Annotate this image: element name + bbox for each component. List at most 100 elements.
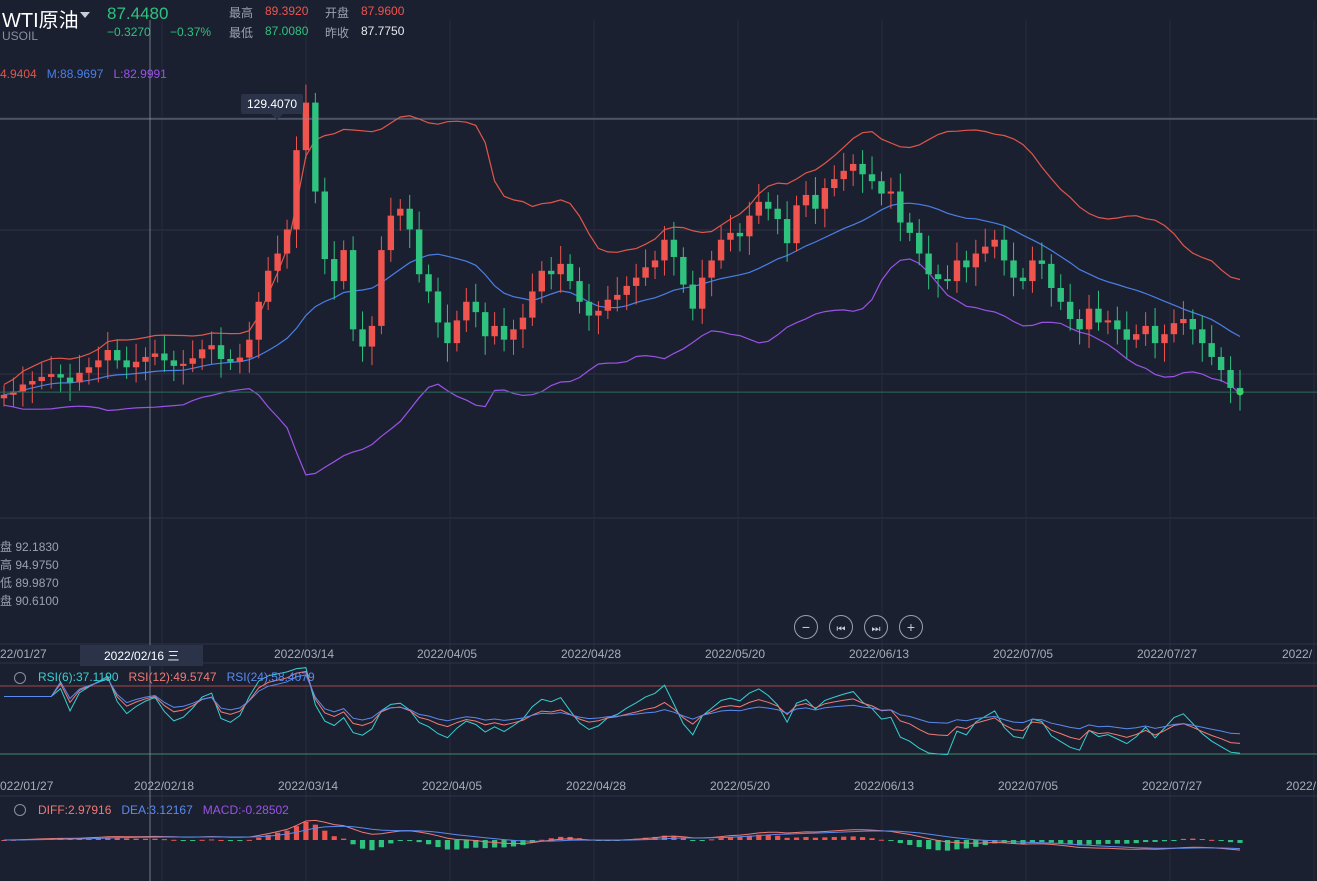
candle-body — [1000, 239, 1008, 261]
macd-bar — [246, 839, 252, 841]
macd-bar — [1048, 840, 1054, 843]
candle-body — [548, 270, 555, 275]
candle-body — [680, 256, 687, 285]
macd-bar — [765, 834, 771, 840]
scroll-end-button[interactable]: ⏭ — [864, 615, 888, 639]
macd-bar — [1077, 840, 1083, 846]
last-price-dot — [1236, 388, 1244, 396]
scroll-start-button[interactable]: ⏮ — [829, 615, 853, 639]
candle-body — [698, 277, 706, 309]
macd-bar — [284, 830, 290, 840]
candle-body — [19, 384, 27, 392]
candle-body — [434, 291, 442, 323]
candle-body — [208, 345, 215, 350]
candle-body — [1142, 325, 1149, 335]
hover-high: 高 94.9750 — [0, 558, 59, 572]
rsi-settings-icon[interactable] — [14, 672, 26, 684]
macd-bar — [161, 839, 167, 841]
rsi-date-tick: 2022/04/05 — [422, 779, 483, 793]
candle-body — [529, 291, 536, 318]
macd-bar — [105, 837, 111, 840]
macd-settings-icon[interactable] — [14, 804, 26, 816]
rsi-date-tick: 022/01/27 — [0, 779, 54, 793]
candle-body — [793, 205, 800, 244]
candle-body — [632, 277, 640, 286]
open-value: 87.9600 — [361, 4, 405, 18]
rsi12-value: RSI(12):49.5747 — [128, 670, 217, 684]
macd-bar — [463, 840, 469, 849]
macd-bar — [473, 840, 479, 848]
candle-body — [1038, 260, 1046, 264]
macd-bar — [1161, 840, 1168, 842]
candle-body — [283, 229, 291, 254]
candle-body — [604, 299, 612, 311]
macd-bar — [218, 839, 224, 841]
candle-body — [378, 250, 385, 326]
macd-bar — [265, 834, 271, 840]
candle-body — [463, 301, 470, 321]
macd-bar — [1039, 840, 1045, 843]
macd-bar — [227, 840, 234, 841]
main-date-tick: 2022/ — [1282, 647, 1313, 661]
macd-bar — [322, 830, 328, 840]
macd-bar — [1067, 840, 1073, 845]
candle-body — [991, 239, 998, 247]
prev-close-label: 昨收 — [325, 26, 350, 40]
candle-body — [1085, 308, 1093, 330]
plus-icon: + — [906, 619, 916, 635]
macd-panel — [1, 819, 1243, 851]
candle-body — [755, 201, 763, 216]
chevron-down-icon[interactable] — [80, 12, 90, 18]
candle-body — [123, 360, 130, 368]
candle-body — [415, 229, 423, 275]
candle-body — [765, 201, 772, 209]
candle-body — [972, 253, 980, 268]
macd-bar — [1199, 839, 1205, 841]
macd-bar — [416, 840, 422, 843]
candle-body — [264, 270, 272, 302]
macd-bar — [331, 836, 337, 840]
macd-bar — [709, 839, 715, 841]
zoom-out-button[interactable]: − — [794, 615, 818, 639]
macd-bar — [293, 826, 300, 840]
rsi-legend: RSI(6):37.1190 RSI(12):49.5747 RSI(24):5… — [38, 670, 315, 684]
macd-bar — [180, 840, 186, 841]
low-label: 最低 — [229, 26, 254, 40]
candle-body — [1104, 320, 1112, 323]
rsi-date-tick: 2022/07/27 — [1142, 779, 1203, 793]
macd-bar — [1133, 840, 1139, 844]
boll-legend: 4.9404 M:88.9697 L:82.9991 — [0, 67, 167, 81]
candle-body — [1029, 260, 1036, 282]
candle-body — [576, 281, 583, 302]
boll-mid-value: M:88.9697 — [46, 67, 104, 81]
macd-bar — [944, 840, 951, 851]
macd-bar — [907, 840, 913, 845]
candle-body — [198, 349, 206, 359]
candle-body — [1123, 329, 1130, 340]
macd-bar — [208, 839, 215, 841]
macd-bar — [1237, 840, 1243, 843]
last-price: 87.4480 — [107, 4, 169, 23]
candle-body — [500, 325, 508, 340]
macd-bar — [369, 840, 375, 851]
candle-body — [812, 194, 819, 209]
main-date-tick: 2022/04/28 — [561, 647, 622, 661]
candle-body — [944, 279, 951, 282]
zoom-in-button[interactable]: + — [899, 615, 923, 639]
candle-body — [217, 345, 225, 359]
boll-mid-line — [3, 202, 1241, 396]
candle-body — [481, 312, 489, 337]
candle-body — [1189, 319, 1197, 330]
candle-body — [1066, 301, 1074, 320]
boll-upper-line — [3, 115, 1241, 386]
macd-bar — [237, 840, 243, 841]
candle-body — [906, 222, 913, 233]
candle-body — [151, 353, 159, 357]
candle-body — [114, 350, 121, 361]
candle-body — [47, 374, 55, 377]
candle-body — [802, 194, 810, 206]
candle-body — [642, 267, 649, 278]
candle-body — [57, 374, 64, 378]
instrument-name[interactable]: WTI原油 — [2, 10, 79, 32]
